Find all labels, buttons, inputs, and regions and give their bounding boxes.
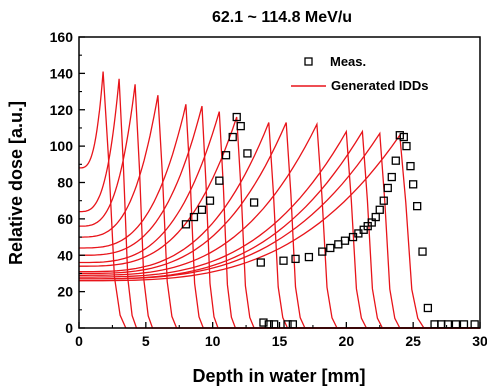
measured-point	[375, 205, 384, 214]
measured-point	[451, 320, 461, 329]
y-tick-label: 20	[57, 284, 73, 300]
generated-idd-curve-10	[79, 122, 480, 329]
measured-point	[423, 303, 433, 313]
measured-point	[430, 320, 439, 329]
legend-marker-square	[304, 57, 313, 66]
legend: Meas. Generated IDDs	[291, 54, 429, 93]
measured-point	[259, 318, 268, 327]
generated-idd-curve-11	[79, 121, 480, 329]
measured-point	[334, 240, 343, 249]
measured-point	[418, 247, 427, 256]
generated-idd-curve-1	[79, 71, 480, 329]
legend-label-generated: Generated IDDs	[331, 78, 429, 93]
x-tick-label: 15	[272, 333, 288, 349]
y-tick-label: 0	[65, 320, 73, 336]
generated-idd-curve-5	[79, 104, 480, 329]
measured-point	[399, 132, 408, 142]
x-tick-label: 30	[472, 333, 487, 349]
measured-point	[406, 161, 415, 171]
measured-point	[189, 212, 199, 222]
measured-point	[221, 151, 231, 160]
measured-point	[291, 254, 300, 264]
generated-idd-curve-4	[79, 95, 480, 329]
measured-point	[256, 258, 265, 267]
measured-point	[409, 180, 418, 189]
measured-point	[437, 320, 446, 329]
measured-point	[181, 220, 191, 229]
measured-point	[340, 236, 350, 245]
generated-idd-curve-15	[79, 133, 480, 329]
measured-point	[236, 121, 245, 131]
generated-idd-curve-12	[79, 129, 480, 329]
y-tick-label: 60	[57, 211, 73, 227]
plot-area	[78, 71, 480, 329]
measured-point	[243, 149, 252, 158]
measured-point	[215, 176, 224, 185]
generated-idd-curve-7	[79, 111, 480, 329]
y-tick-label: 160	[50, 29, 74, 45]
measured-point	[304, 252, 314, 262]
y-tick-label: 140	[50, 65, 74, 81]
x-tick-label: 5	[142, 333, 150, 349]
generated-idd-curve-14	[79, 131, 480, 329]
measured-point	[326, 243, 335, 253]
measured-point	[402, 141, 411, 151]
y-tick-label: 120	[50, 102, 74, 118]
measured-point	[413, 201, 422, 211]
y-tick-label: 80	[57, 175, 73, 191]
measured-point	[232, 112, 241, 122]
x-axis-label: Depth in water [mm]	[192, 366, 365, 386]
measured-point	[459, 320, 469, 329]
measured-point	[391, 156, 400, 165]
chart-title: 62.1 ~ 114.8 MeV/u	[212, 9, 352, 26]
measured-point	[470, 320, 479, 329]
axis-ticks: 0 5 10 15 20 25 30 0 20 40 60 80 100 120 140 160	[50, 29, 487, 349]
measured-point	[387, 172, 396, 182]
measured-point	[205, 196, 215, 205]
measured-point	[379, 196, 388, 205]
measured-point	[228, 132, 237, 142]
x-tick-label: 20	[339, 333, 355, 349]
measured-point	[249, 198, 259, 207]
generated-idd-curve-2	[79, 78, 480, 329]
x-tick-label: 25	[405, 333, 421, 349]
y-tick-label: 40	[57, 247, 73, 263]
legend-label-measured: Meas.	[330, 54, 366, 69]
generated-idd-curve-9	[79, 122, 480, 329]
y-tick-label: 100	[50, 138, 74, 154]
x-tick-label: 10	[205, 333, 221, 349]
measured-point	[279, 256, 288, 265]
measured-point	[383, 183, 392, 193]
measured-point	[443, 320, 453, 329]
measured-point	[197, 205, 207, 214]
generated-idd-curve-3	[78, 84, 480, 329]
measured-point	[318, 247, 327, 256]
generated-idd-curve-6	[78, 105, 480, 329]
x-tick-label: 0	[75, 333, 83, 349]
generated-idd-curve-8	[79, 116, 480, 329]
y-axis-label: Relative dose [a.u.]	[6, 101, 26, 265]
